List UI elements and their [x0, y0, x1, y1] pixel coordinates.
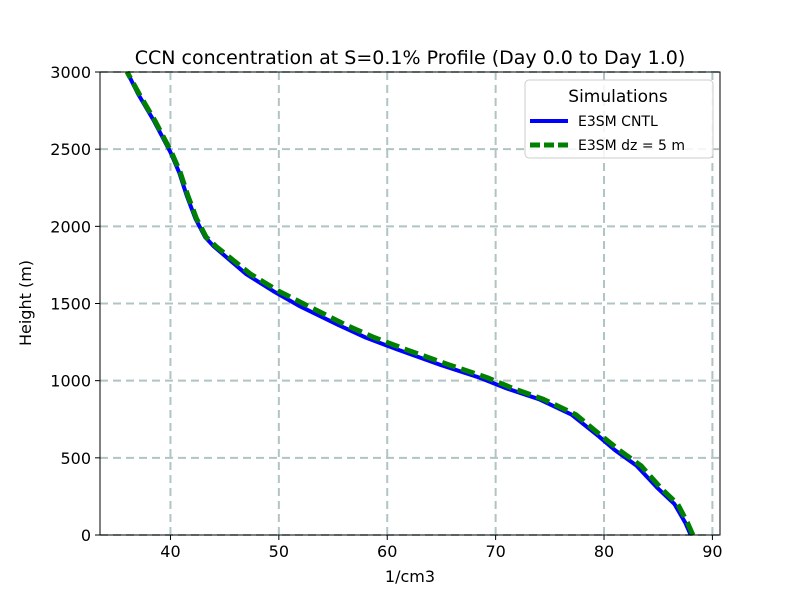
legend-box — [524, 79, 714, 159]
x-tick-label: 50 — [269, 542, 289, 561]
y-tick-label: 500 — [60, 449, 91, 468]
legend-title: Simulations — [568, 87, 668, 107]
x-axis-label: 1/cm3 — [385, 567, 435, 586]
legend-label-e3sm-dz5: E3SM dz = 5 m — [578, 138, 685, 154]
x-tick-label: 70 — [485, 542, 505, 561]
y-tick-label: 3000 — [50, 63, 91, 82]
ticks: 40 50 60 70 80 90 0 500 1000 1500 2000 2500 3000 — [50, 63, 722, 561]
series-line-e3sm-dz5 — [124, 70, 696, 537]
y-axis-label: Height (m) — [16, 260, 35, 346]
legend: Simulations E3SM CNTL E3SM dz = 5 m — [524, 79, 714, 159]
y-tick-label: 2500 — [50, 140, 91, 159]
y-tick-label: 1000 — [50, 372, 91, 391]
y-tick-label: 1500 — [50, 295, 91, 314]
chart-title: CCN concentration at S=0.1% Profile (Day… — [135, 47, 685, 69]
x-tick-label: 90 — [702, 542, 722, 561]
x-tick-label: 80 — [594, 542, 614, 561]
y-tick-label: 2000 — [50, 217, 91, 236]
x-tick-label: 60 — [377, 542, 397, 561]
legend-label-e3sm-cntl: E3SM CNTL — [578, 114, 658, 130]
series-group — [124, 70, 696, 537]
y-tick-label: 0 — [81, 526, 91, 545]
x-tick-label: 40 — [160, 542, 180, 561]
